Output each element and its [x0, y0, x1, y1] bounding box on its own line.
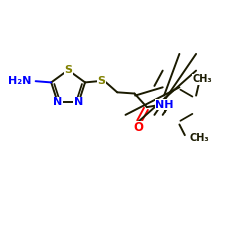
- Text: O: O: [133, 121, 143, 134]
- Text: H₂N: H₂N: [8, 76, 32, 86]
- Text: CH₃: CH₃: [189, 133, 209, 143]
- Text: CH₃: CH₃: [192, 74, 212, 84]
- Text: S: S: [64, 65, 72, 75]
- Text: S: S: [97, 76, 105, 86]
- Text: N: N: [53, 97, 62, 107]
- Text: NH: NH: [156, 100, 174, 110]
- Text: N: N: [74, 97, 83, 107]
